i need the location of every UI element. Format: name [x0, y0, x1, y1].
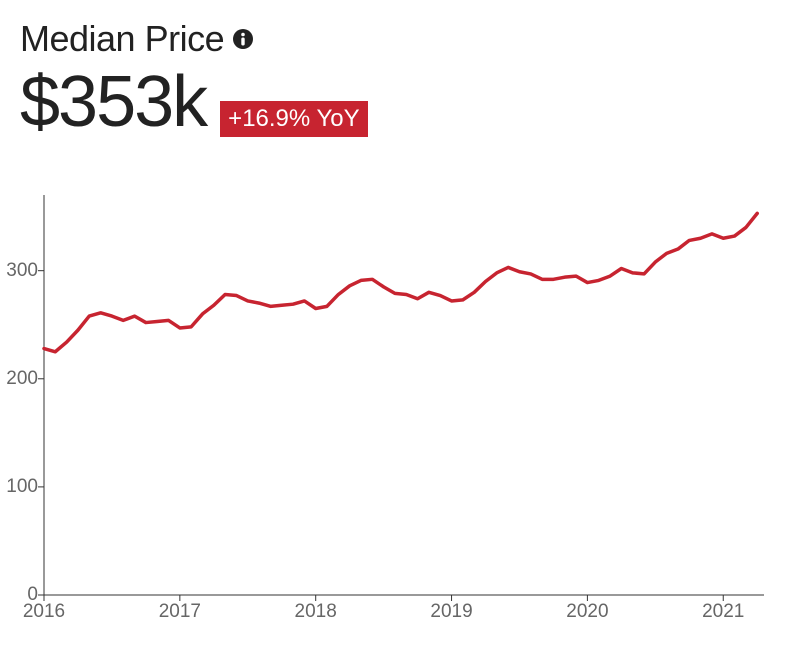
chart-title: Median Price	[20, 18, 224, 60]
x-tick-label: 2018	[295, 601, 337, 623]
y-tick-label: 300	[6, 260, 38, 282]
y-tick-label: 200	[6, 368, 38, 390]
price-line-chart: 0100200300201620172018201920202021	[44, 195, 764, 595]
x-tick-label: 2017	[159, 601, 201, 623]
yoy-badge: +16.9% YoY	[220, 101, 367, 137]
x-tick-label: 2019	[430, 601, 472, 623]
y-tick-label: 100	[6, 476, 38, 498]
info-icon[interactable]	[232, 28, 254, 50]
price-line	[44, 213, 757, 351]
headline-value: $353k	[20, 66, 206, 138]
x-tick-label: 2020	[566, 601, 608, 623]
x-tick-label: 2016	[23, 601, 65, 623]
x-tick-label: 2021	[702, 601, 744, 623]
